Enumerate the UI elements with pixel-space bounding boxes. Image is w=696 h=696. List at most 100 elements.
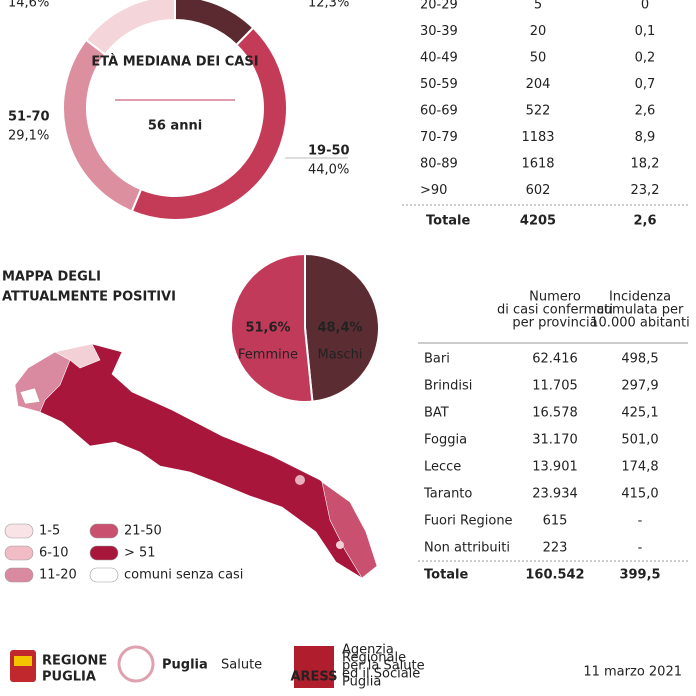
province-header: Numero xyxy=(529,290,581,305)
segment-value: 44,0% xyxy=(308,163,349,178)
map-area xyxy=(336,541,344,549)
legend-swatch xyxy=(89,567,119,583)
age-cell: 1618 xyxy=(521,157,554,172)
age-cell: 602 xyxy=(526,183,551,198)
segment xyxy=(84,0,176,56)
age-cell: 50-59 xyxy=(420,77,458,92)
aress-caption: Agenzia xyxy=(342,643,394,658)
age-total: 2,6 xyxy=(633,214,656,229)
aress-text: ARESS xyxy=(290,670,337,685)
age-total: Totale xyxy=(426,214,471,229)
province-cell: 498,5 xyxy=(621,352,658,367)
date: 11 marzo 2021 xyxy=(583,665,682,680)
segment xyxy=(230,252,314,403)
legend-swatch xyxy=(4,545,34,561)
province-header: per provincia xyxy=(512,316,597,331)
map-area xyxy=(19,387,41,405)
province-cell: 11.705 xyxy=(532,379,578,394)
segment-value: 14,6% xyxy=(8,0,49,11)
age-cell: 60-69 xyxy=(420,104,458,119)
age-cell: 522 xyxy=(526,104,551,119)
province-cell: 23.934 xyxy=(532,487,578,502)
footer-logos xyxy=(10,645,334,688)
age-cell: 30-39 xyxy=(420,24,458,39)
province-cell: 16.578 xyxy=(532,406,578,421)
province-cell: 425,1 xyxy=(621,406,658,421)
legend-label: 1-5 xyxy=(39,524,60,539)
legend-label: comuni senza casi xyxy=(124,568,243,583)
legend-swatch xyxy=(89,523,119,539)
age-cell: 23,2 xyxy=(631,183,660,198)
age-cell: 0 xyxy=(641,0,649,13)
pie-label: Femmine xyxy=(238,348,298,363)
province-cell: 297,9 xyxy=(621,379,658,394)
segment xyxy=(304,252,380,403)
province-header: cumulata per xyxy=(597,303,684,318)
province-cell: Non attribuiti xyxy=(424,541,510,556)
aress-logo xyxy=(294,646,334,688)
age-cell: 20-29 xyxy=(420,0,458,13)
legend-label: > 51 xyxy=(124,546,156,561)
province-cell: - xyxy=(638,514,643,529)
province-header: 10.000 abitanti xyxy=(590,316,689,331)
aress-caption: ed il Sociale xyxy=(342,667,420,682)
province-cell: 174,8 xyxy=(621,460,658,475)
aress-caption: per la Salute xyxy=(342,659,425,674)
puglia-map xyxy=(14,343,378,579)
age-cell: 0,7 xyxy=(635,77,656,92)
province-total: Totale xyxy=(424,568,469,583)
province-cell: 501,0 xyxy=(621,433,658,448)
pie-value: 48,4% xyxy=(317,321,362,336)
aress-caption: Puglia xyxy=(342,675,381,690)
province-cell: 615 xyxy=(543,514,568,529)
segment-value: 12,3% xyxy=(308,0,349,11)
puglia-salute-text: Salute xyxy=(221,658,262,673)
age-cell: 18,2 xyxy=(631,157,660,172)
map-area xyxy=(295,475,305,485)
aress-caption: Regionale xyxy=(342,651,406,666)
province-header: di casi confermati xyxy=(497,303,613,318)
donut-title: ETÀ MEDIANA DEI CASI xyxy=(91,54,258,70)
province-cell: Bari xyxy=(424,352,450,367)
age-cell: 0,1 xyxy=(635,24,656,39)
legend-swatch xyxy=(4,523,34,539)
age-cell: 1183 xyxy=(521,130,554,145)
province-cell: 415,0 xyxy=(621,487,658,502)
regione-text: REGIONE xyxy=(42,654,107,669)
legend-label: 6-10 xyxy=(39,546,69,561)
segment-label: 19-50 xyxy=(308,144,350,159)
pie-value: 51,6% xyxy=(245,321,290,336)
age-cell: 5 xyxy=(534,0,542,13)
province-cell: Taranto xyxy=(423,487,472,502)
legend-label: 11-20 xyxy=(39,568,77,583)
map-title: ATTUALMENTE POSITIVI xyxy=(2,290,176,305)
map-area xyxy=(321,481,378,579)
puglia-salute-logo xyxy=(117,645,155,683)
province-cell: 13.901 xyxy=(532,460,578,475)
map-area xyxy=(54,343,101,369)
legend-swatch xyxy=(4,567,34,583)
province-total: 160.542 xyxy=(525,568,584,583)
regione-logo-band xyxy=(14,656,32,666)
legend-label: 21-50 xyxy=(124,524,162,539)
province-total: 399,5 xyxy=(619,568,660,583)
province-cell: Fuori Regione xyxy=(424,514,513,529)
province-header: Incidenza xyxy=(609,290,671,305)
province-cell: 31.170 xyxy=(532,433,578,448)
regione-text: PUGLIA xyxy=(42,670,96,685)
pie-label: Maschi xyxy=(318,348,363,363)
age-total: 4205 xyxy=(520,214,556,229)
donut-value: 56 anni xyxy=(148,119,202,134)
age-cell: 204 xyxy=(526,77,551,92)
province-cell: Brindisi xyxy=(424,379,472,394)
age-cell: >90 xyxy=(420,183,447,198)
age-cell: 40-49 xyxy=(420,51,458,66)
province-cell: 62.416 xyxy=(532,352,578,367)
province-cell: - xyxy=(638,541,643,556)
legend-swatch xyxy=(89,545,119,561)
puglia-salute-text: Puglia xyxy=(162,658,208,673)
age-cell: 20 xyxy=(530,24,547,39)
age-cell: 70-79 xyxy=(420,130,458,145)
age-cell: 8,9 xyxy=(635,130,656,145)
